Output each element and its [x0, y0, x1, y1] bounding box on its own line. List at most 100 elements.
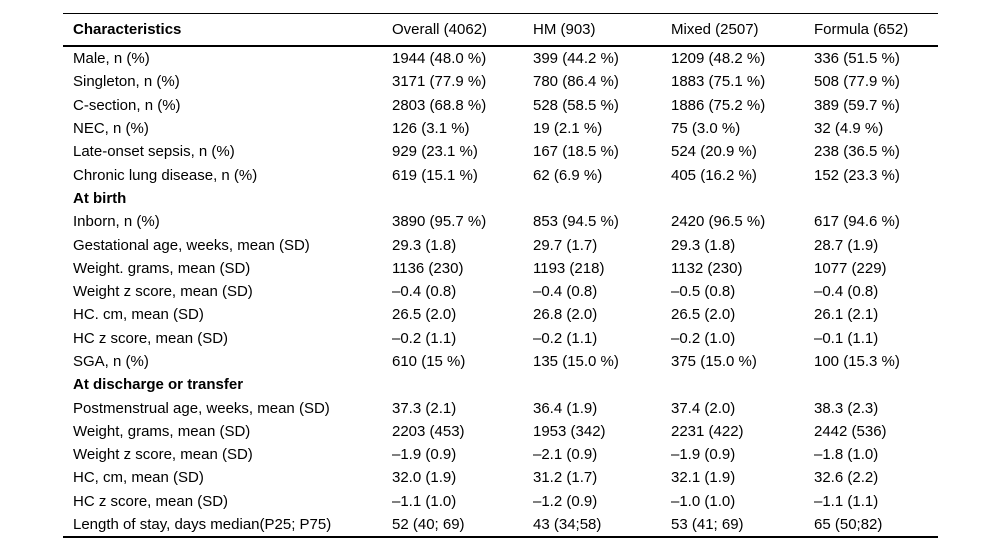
cell-value: 1944 (48.0 %) — [392, 50, 487, 68]
section-label: At birth — [73, 189, 127, 207]
row-label: Postmenstrual age, weeks, mean (SD) — [73, 399, 330, 417]
section-label: At discharge or transfer — [73, 376, 244, 394]
row-label: Weight, grams, mean (SD) — [73, 422, 251, 440]
row-label: Late-onset sepsis, n (%) — [73, 143, 235, 161]
cell-value: 62 (6.9 %) — [533, 166, 603, 184]
table-row: Late-onset sepsis, n (%) 929 (23.1 %) 167 … — [63, 140, 938, 163]
cell-value: 75 (3.0 %) — [671, 120, 741, 138]
cell-value: 37.3 (2.1) — [392, 399, 457, 417]
table-row: C-section, n (%) 2803 (68.8 %) 528 (58.5 %… — [63, 94, 938, 117]
cell-value: 1886 (75.2 %) — [671, 96, 766, 114]
cell-value: –1.2 (0.9) — [533, 492, 598, 510]
section-row: At birth — [63, 187, 938, 210]
cell-value: 508 (77.9 %) — [814, 73, 900, 91]
cell-value: 32.1 (1.9) — [671, 469, 736, 487]
cell-value: 36.4 (1.9) — [533, 399, 598, 417]
column-header-mixed: Mixed (2507) — [671, 13, 814, 47]
row-label: Gestational age, weeks, mean (SD) — [73, 236, 310, 254]
table-row: Chronic lung disease, n (%) 619 (15.1 %) 6… — [63, 163, 938, 186]
table-row: HC, cm, mean (SD) 32.0 (1.9) 31.2 (1.7) 32.… — [63, 466, 938, 489]
column-header-formula: Formula (652) — [814, 13, 938, 47]
cell-value: 3171 (77.9 %) — [392, 73, 487, 91]
cell-value: 38.3 (2.3) — [814, 399, 879, 417]
table-row: Singleton, n (%) 3171 (77.9 %) 780 (86.4 %… — [63, 70, 938, 93]
cell-value: 152 (23.3 %) — [814, 166, 900, 184]
table-row: SGA, n (%) 610 (15 %) 135 (15.0 %) 375 (15.… — [63, 350, 938, 373]
cell-value: 2231 (422) — [671, 422, 744, 440]
cell-value: 135 (15.0 %) — [533, 353, 619, 370]
cell-value: –1.9 (0.9) — [671, 446, 736, 464]
cell-value: –0.4 (0.8) — [533, 283, 598, 301]
cell-value: 405 (16.2 %) — [671, 166, 757, 184]
cell-value: –0.2 (1.1) — [533, 329, 598, 347]
table-row: Postmenstrual age, weeks, mean (SD) 37.3 … — [63, 396, 938, 419]
cell-value: 26.1 (2.1) — [814, 306, 879, 324]
cell-value: –0.1 (1.1) — [814, 329, 879, 347]
row-label: Length of stay, days median(P25; P75) — [73, 516, 332, 534]
row-label: NEC, n (%) — [73, 120, 149, 138]
table-row: Weight z score, mean (SD) –0.4 (0.8) –0.4 … — [63, 280, 938, 303]
cell-value: 336 (51.5 %) — [814, 50, 900, 68]
cell-value: –0.4 (0.8) — [392, 283, 457, 301]
row-label: HC. cm, mean (SD) — [73, 306, 204, 324]
cell-value: 167 (18.5 %) — [533, 143, 619, 161]
cell-value: 126 (3.1 %) — [392, 120, 470, 138]
row-label: Weight. grams, mean (SD) — [73, 259, 251, 277]
cell-value: 528 (58.5 %) — [533, 96, 619, 114]
cell-value: 238 (36.5 %) — [814, 143, 900, 161]
table-row: Male, n (%) 1944 (48.0 %) 399 (44.2 %) 1209… — [63, 46, 938, 70]
cell-value: 399 (44.2 %) — [533, 50, 619, 68]
cell-value: 43 (34;58) — [533, 516, 602, 534]
cell-value: 1883 (75.1 %) — [671, 73, 766, 91]
column-header-overall: Overall (4062) — [392, 13, 533, 47]
row-label: Chronic lung disease, n (%) — [73, 166, 258, 184]
table-row: Weight, grams, mean (SD) 2203 (453) 1953 (… — [63, 420, 938, 443]
table-row: HC. cm, mean (SD) 26.5 (2.0) 26.8 (2.0) 26.… — [63, 303, 938, 326]
cell-value: 1953 (342) — [533, 422, 606, 440]
characteristics-table: Characteristics Overall (4062) HM (903) … — [63, 13, 938, 539]
cell-value: 1136 (230) — [392, 259, 464, 277]
cell-value: 1193 (218) — [533, 259, 605, 277]
table-row: Weight. grams, mean (SD) 1136 (230) 1193 (… — [63, 257, 938, 280]
row-label: Singleton, n (%) — [73, 73, 180, 91]
cell-value: 780 (86.4 %) — [533, 73, 619, 91]
cell-value: –1.9 (0.9) — [392, 446, 457, 464]
section-row: At discharge or transfer — [63, 373, 938, 396]
cell-value: –0.2 (1.1) — [392, 329, 457, 347]
row-label: SGA, n (%) — [73, 353, 149, 370]
cell-value: 2803 (68.8 %) — [392, 96, 487, 114]
cell-value: –1.8 (1.0) — [814, 446, 879, 464]
table-row: HC z score, mean (SD) –0.2 (1.1) –0.2 (1.1… — [63, 327, 938, 350]
cell-value: –0.2 (1.0) — [671, 329, 736, 347]
cell-value: 26.5 (2.0) — [671, 306, 736, 324]
cell-value: 1209 (48.2 %) — [671, 50, 766, 68]
row-label: Weight z score, mean (SD) — [73, 283, 253, 301]
cell-value: 28.7 (1.9) — [814, 236, 879, 254]
cell-value: 853 (94.5 %) — [533, 213, 619, 231]
cell-value: 26.8 (2.0) — [533, 306, 598, 324]
row-label: Weight z score, mean (SD) — [73, 446, 253, 464]
cell-value: 19 (2.1 %) — [533, 120, 603, 138]
table-row: NEC, n (%) 126 (3.1 %) 19 (2.1 %) 75 (3.0 %… — [63, 117, 938, 140]
cell-value: 375 (15.0 %) — [671, 353, 757, 370]
cell-value: 617 (94.6 %) — [814, 213, 900, 231]
cell-value: 524 (20.9 %) — [671, 143, 757, 161]
column-header-hm: HM (903) — [533, 13, 671, 47]
cell-value: –1.1 (1.0) — [392, 492, 457, 510]
row-label: HC, cm, mean (SD) — [73, 469, 204, 487]
cell-value: –0.4 (0.8) — [814, 283, 879, 301]
cell-value: 29.7 (1.7) — [533, 236, 598, 254]
cell-value: 2420 (96.5 %) — [671, 213, 766, 231]
cell-value: 3890 (95.7 %) — [392, 213, 487, 231]
cell-value: 32 (4.9 %) — [814, 120, 884, 138]
column-header-characteristics: Characteristics — [63, 13, 392, 47]
row-label: HC z score, mean (SD) — [73, 329, 229, 347]
table-row: HC z score, mean (SD) –1.1 (1.0) –1.2 (0.9… — [63, 490, 938, 513]
table-row: Length of stay, days median(P25; P75) 52 … — [63, 513, 938, 537]
cell-value: 26.5 (2.0) — [392, 306, 457, 324]
cell-value: 32.0 (1.9) — [392, 469, 457, 487]
cell-value: 65 (50;82) — [814, 516, 883, 534]
row-label: Inborn, n (%) — [73, 213, 160, 231]
header-row: Characteristics Overall (4062) HM (903) … — [63, 13, 938, 47]
cell-value: –2.1 (0.9) — [533, 446, 598, 464]
